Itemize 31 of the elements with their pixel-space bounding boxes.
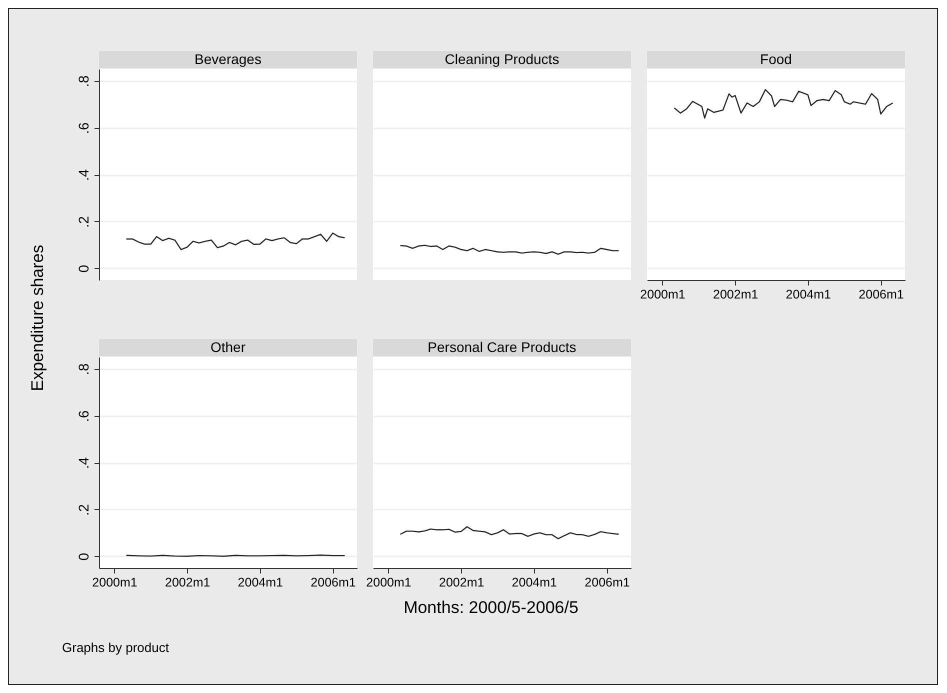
x-tick-label: 2004m1 [238, 576, 284, 590]
chart-title: Beverages [99, 51, 357, 68]
chart-title: Other [99, 339, 357, 356]
x-tick-label: 2004m1 [512, 576, 558, 590]
y-tick-label: 0 [76, 264, 92, 273]
x-tick-label: 2006m1 [584, 576, 630, 590]
y-tick-label: .8 [76, 75, 92, 88]
x-tick-label: 2000m1 [366, 576, 412, 590]
x-tick-label: 2006m1 [310, 576, 356, 590]
y-tick-label: .4 [76, 168, 92, 181]
y-tick-label: .2 [76, 504, 92, 516]
y-tick-label: .4 [76, 456, 92, 469]
x-tick-label: 2002m1 [439, 576, 484, 590]
text: Graphs by product [62, 640, 169, 655]
x-tick-label: 2000m1 [640, 288, 686, 302]
y-tick-label: 0 [76, 552, 92, 561]
y-tick-label: .8 [76, 363, 92, 376]
x-tick-label: 2006m1 [858, 288, 904, 302]
x-axis-title: Months: 2000/5-2006/5 [404, 598, 578, 618]
chart-title: Cleaning Products [373, 51, 631, 68]
chart-title: Food [647, 51, 905, 68]
line-series [126, 232, 346, 250]
y-tick-label: .6 [76, 410, 92, 422]
chart-title: Personal Care Products [373, 339, 631, 356]
y-tick-label: .6 [76, 122, 92, 134]
x-tick-label: 2000m1 [92, 576, 138, 590]
x-tick-label: 2002m1 [165, 576, 210, 590]
y-axis-title: Expenditure shares [28, 244, 48, 392]
x-tick-label: 2004m1 [786, 288, 832, 302]
y-tick-label: .2 [76, 216, 92, 228]
x-tick-label: 2002m1 [713, 288, 758, 302]
